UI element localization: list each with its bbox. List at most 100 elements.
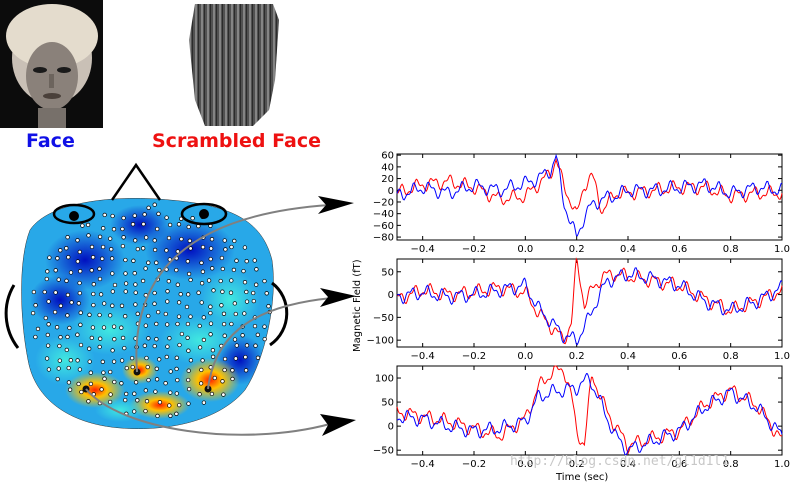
sensor-dot [44, 356, 50, 361]
plot-frame [396, 258, 783, 348]
sensor-dot [68, 270, 74, 275]
scrambled-face-label: Scrambled Face [152, 130, 321, 152]
sensor-dot [201, 400, 207, 405]
sensor-dot [196, 290, 201, 295]
sensor-dot [35, 326, 41, 332]
sensor-dot [234, 258, 239, 263]
sensor-dot [78, 310, 83, 315]
sensor-dot [168, 390, 173, 395]
sensor-dot [188, 246, 193, 251]
sensor-dot [164, 354, 169, 360]
sensor-dot [175, 249, 180, 254]
sensor-dot [85, 222, 91, 228]
sensor-dot [79, 389, 84, 395]
sensor-dot [55, 376, 60, 382]
sensor-dot [186, 224, 191, 230]
sensor-dot [123, 271, 128, 276]
sensor-dot [78, 269, 83, 274]
x-tick-label: −0.4 [411, 459, 435, 470]
sensor-dot [230, 368, 235, 373]
sensor-dot [144, 235, 149, 240]
sensor-dot [66, 380, 72, 385]
sensor-dot [152, 343, 157, 349]
connector-arrows [85, 196, 356, 436]
sensor-dot [100, 256, 105, 261]
sensor-dot [186, 386, 192, 392]
sensor-dot [186, 292, 191, 297]
sensor-dot [123, 257, 128, 263]
sensor-dot [163, 381, 168, 386]
x-tick-label: 0.4 [620, 351, 636, 362]
sensor-dot [244, 289, 249, 295]
sensor-dot [43, 315, 48, 321]
sensor-dot [108, 313, 113, 318]
sensor-dot [124, 391, 129, 397]
sensor-dot [132, 391, 137, 396]
sensor-dot [86, 399, 91, 404]
sensor-dot [57, 358, 62, 363]
sensor-dot [197, 392, 202, 397]
y-tick-label: 60 [381, 151, 394, 162]
sensor-dot [87, 312, 92, 317]
sensor-dot [244, 299, 250, 304]
sensor-dot [129, 355, 135, 361]
sensor-dot [78, 342, 84, 348]
sensor-dot [54, 325, 60, 330]
sensor-dot [87, 346, 92, 351]
x-tick-label: −0.2 [462, 351, 486, 362]
sensor-dot [141, 246, 146, 251]
sensor-dot [167, 336, 172, 341]
sensor-dot [179, 331, 185, 337]
sensor-dot [168, 413, 173, 418]
sensor-dot [228, 290, 234, 295]
x-tick-label: −0.4 [411, 244, 435, 255]
x-tick-label: 0.0 [517, 244, 533, 255]
face-series-line [396, 267, 783, 346]
sensor-dot [165, 289, 170, 294]
sensor-dot [156, 211, 161, 216]
sensor-dot [178, 292, 183, 297]
sensor-dot [185, 335, 190, 340]
face-photo-art [0, 0, 103, 128]
sensor-dot [229, 321, 234, 327]
sensor-dot [120, 226, 125, 232]
sensor-dot [112, 337, 117, 342]
sensor-dot [252, 323, 258, 329]
sensor-dot [222, 333, 227, 338]
sensor-dot [229, 244, 234, 250]
x-tick-label: 0.2 [569, 244, 585, 255]
x-tick-label: 0.8 [723, 244, 739, 255]
sensor-dot [146, 336, 151, 341]
sensor-dot [64, 347, 69, 353]
sensor-dot [133, 282, 138, 287]
y-tick-label: 50 [381, 398, 394, 409]
sensor-dot [152, 290, 157, 296]
sensor-dot [208, 304, 213, 309]
sensor-dot [65, 334, 70, 340]
sensor-dot [57, 343, 62, 349]
sensor-dot [123, 397, 128, 403]
sensor-dot [33, 334, 38, 340]
sensor-dot [65, 235, 70, 240]
sensor-dot [243, 368, 249, 373]
sensor-dot [199, 300, 204, 305]
sensor-dot [142, 212, 147, 217]
sensor-dot [175, 377, 180, 383]
sensor-dot [121, 215, 126, 221]
sensor-dot [132, 213, 137, 218]
sensor-dot [167, 222, 173, 228]
sensor-dot [68, 358, 73, 363]
sensor-dot [199, 367, 204, 373]
scrambled-series-line [396, 365, 783, 455]
sensor-dot [30, 310, 36, 316]
sensor-dot [110, 213, 115, 219]
sensor-dot [210, 266, 215, 271]
sensor-dot [165, 322, 170, 327]
sensor-dot [188, 358, 194, 363]
sensor-dot [75, 238, 80, 243]
sensor-dot [100, 359, 105, 364]
sensor-dot [174, 411, 179, 416]
sensor-dot [177, 342, 182, 348]
sensor-dot [255, 355, 261, 360]
